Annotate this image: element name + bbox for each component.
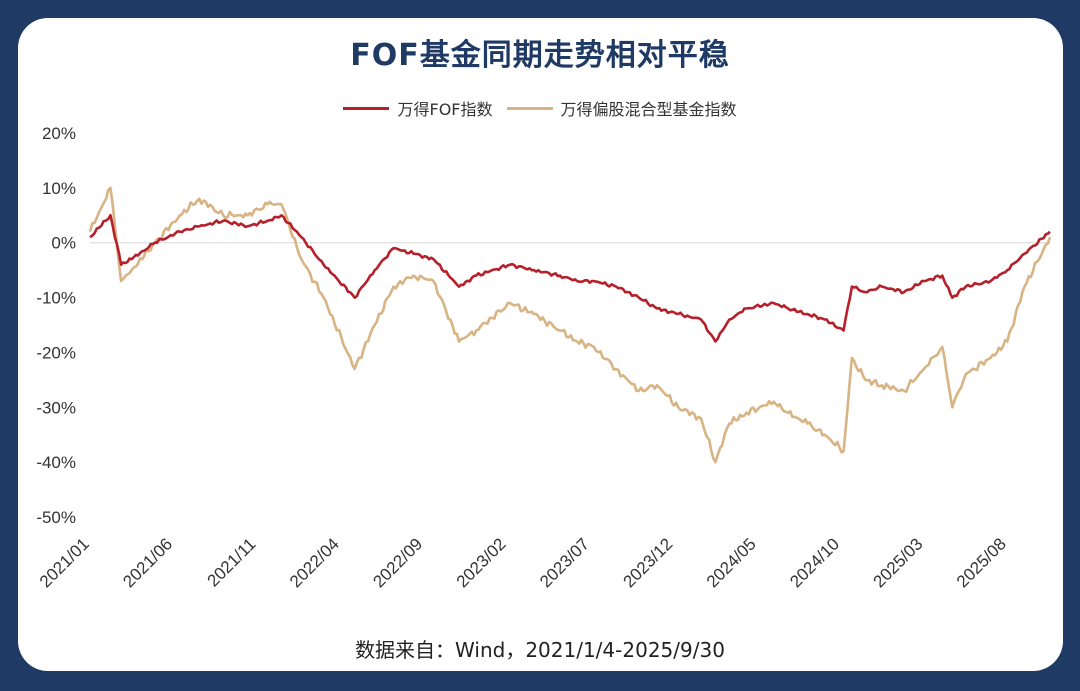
- y-tick-label: -40%: [36, 453, 76, 472]
- chart-title: FOF基金同期走势相对平稳: [350, 38, 730, 73]
- x-tick-label: 2023/07: [536, 534, 593, 591]
- y-tick-label: -10%: [36, 289, 76, 308]
- legend-swatch-fof: [343, 106, 390, 110]
- series-line-fof: [89, 214, 1051, 343]
- x-tick-label: 2021/01: [36, 534, 93, 591]
- series-line-equity-hybrid: [88, 186, 1052, 464]
- y-tick-label: 0%: [51, 234, 76, 253]
- chart-card: [18, 18, 1063, 671]
- source-note: 数据来自：Wind，2021/1/4-2025/9/30: [355, 638, 725, 662]
- legend: 万得FOF指数 万得偏股混合型基金指数: [0, 96, 1080, 120]
- legend-label-fof: 万得FOF指数: [397, 100, 493, 119]
- y-tick-label: 10%: [42, 179, 76, 198]
- y-tick-label: -30%: [36, 398, 76, 417]
- x-tick-label: 2025/03: [870, 534, 927, 591]
- legend-swatch-equity-hybrid: [506, 106, 553, 110]
- x-tick-label: 2022/04: [286, 534, 343, 591]
- y-tick-label: 20%: [42, 124, 76, 143]
- legend-item-fof: 万得FOF指数: [343, 96, 493, 120]
- x-tick-label: 2023/02: [453, 534, 510, 591]
- x-tick-label: 2022/09: [369, 534, 426, 591]
- y-tick-label: -20%: [36, 343, 76, 362]
- x-tick-label: 2021/11: [204, 534, 260, 590]
- x-tick-label: 2021/06: [119, 534, 176, 591]
- x-tick-label: 2023/12: [619, 534, 676, 591]
- legend-label-equity-hybrid: 万得偏股混合型基金指数: [560, 100, 737, 119]
- x-tick-label: 2024/05: [703, 534, 760, 591]
- x-tick-label: 2025/08: [953, 534, 1010, 591]
- y-tick-label: -50%: [36, 508, 76, 527]
- x-tick-label: 2024/10: [786, 534, 843, 591]
- legend-item-equity-hybrid: 万得偏股混合型基金指数: [506, 96, 737, 120]
